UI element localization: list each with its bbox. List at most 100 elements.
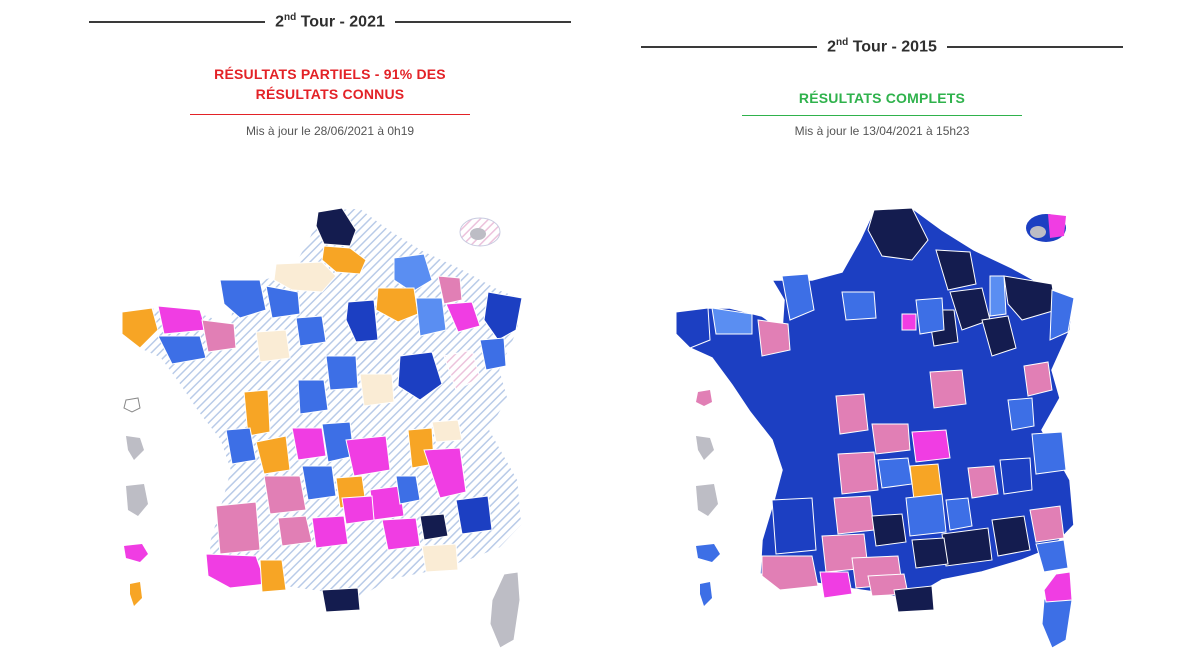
region-alsace bbox=[1049, 289, 1075, 341]
region-finistere bbox=[675, 307, 711, 349]
region-cher bbox=[911, 429, 951, 463]
tour-heading-2021: 2nd Tour - 2021 bbox=[60, 12, 600, 31]
region-correze bbox=[301, 465, 337, 501]
region-vaucluse bbox=[419, 513, 449, 541]
region-hautes-pyrenees bbox=[819, 571, 853, 599]
region-lot bbox=[871, 513, 907, 547]
region-ille-vilaine bbox=[201, 319, 237, 353]
region-var bbox=[1029, 505, 1065, 543]
updated-timestamp: Mis à jour le 13/04/2021 à 15h23 bbox=[794, 124, 970, 138]
status-line-2: RÉSULTATS CONNUS bbox=[255, 86, 405, 102]
inset-top-right-inner bbox=[1030, 226, 1046, 238]
region-vendee bbox=[225, 427, 257, 465]
overseas-martinique bbox=[126, 436, 144, 460]
overseas-martinique bbox=[696, 436, 714, 460]
region-gard bbox=[941, 527, 993, 567]
region-cote-dor bbox=[397, 351, 443, 401]
region-pyrenees-or bbox=[893, 585, 935, 613]
region-cotes-armor bbox=[711, 307, 753, 335]
tour-heading-2015: 2nd Tour - 2015 bbox=[612, 37, 1152, 56]
overseas-guadeloupe bbox=[123, 397, 141, 413]
region-pyrenees-atl bbox=[205, 553, 267, 589]
region-orne bbox=[841, 291, 877, 321]
overseas-mayotte bbox=[700, 582, 712, 606]
corsica-north bbox=[1043, 571, 1073, 603]
region-jura bbox=[1007, 397, 1035, 431]
region-finistere bbox=[121, 307, 159, 349]
heading-rule-left bbox=[641, 45, 818, 48]
corsica bbox=[489, 571, 521, 649]
region-vosges bbox=[479, 337, 507, 371]
region-cotes-armor bbox=[157, 305, 207, 335]
results-status: RÉSULTATS PARTIELS - 91% DES RÉSULTATS C… bbox=[60, 64, 600, 104]
region-aube bbox=[415, 297, 447, 337]
region-moselle bbox=[437, 275, 463, 305]
overseas-reunion bbox=[696, 544, 720, 562]
panel-2015: 2nd Tour - 2015 RÉSULTATS COMPLETS Mis à… bbox=[612, 0, 1152, 669]
overseas-reunion bbox=[124, 544, 148, 562]
overseas-guyane bbox=[696, 484, 718, 516]
region-doubs bbox=[1023, 361, 1053, 397]
region-aisne bbox=[393, 253, 433, 293]
region-doubs bbox=[443, 349, 481, 391]
region-nievre bbox=[297, 379, 329, 415]
region-ardennes bbox=[375, 287, 419, 323]
tour-title: 2nd Tour - 2021 bbox=[275, 12, 385, 31]
tour-title: 2nd Tour - 2015 bbox=[827, 37, 937, 56]
panel-2021: 2nd Tour - 2021 RÉSULTATS PARTIELS - 91%… bbox=[60, 0, 600, 669]
region-dordogne bbox=[833, 495, 875, 535]
overseas-guadeloupe bbox=[696, 390, 712, 406]
region-ardeche bbox=[945, 497, 973, 531]
region-ille-vilaine bbox=[757, 319, 791, 357]
overseas-guyane bbox=[126, 484, 148, 516]
region-calvados bbox=[265, 285, 301, 319]
region-meuse bbox=[981, 315, 1017, 357]
region-eure bbox=[219, 279, 267, 319]
inset-top-right-inner bbox=[470, 228, 486, 240]
region-savoie bbox=[431, 419, 463, 443]
region-landes bbox=[215, 501, 261, 555]
region-vienne bbox=[835, 393, 869, 435]
heading-rule-left bbox=[89, 20, 266, 23]
region-dordogne bbox=[277, 515, 313, 547]
results-status: RÉSULTATS COMPLETS bbox=[612, 88, 1152, 108]
region-loiret bbox=[325, 355, 359, 391]
region-manche bbox=[781, 273, 815, 321]
region-marne bbox=[345, 299, 379, 343]
overseas-mayotte bbox=[130, 582, 142, 606]
region-alpes-maritimes bbox=[1035, 539, 1069, 573]
updated-timestamp: Mis à jour le 28/06/2021 à 0h19 bbox=[245, 124, 415, 138]
region-charente bbox=[263, 475, 307, 515]
region-indre bbox=[291, 427, 327, 461]
heading-rule-right bbox=[946, 45, 1123, 48]
region-somme bbox=[273, 261, 337, 293]
region-gard bbox=[381, 517, 421, 551]
region-pyrenees-atl bbox=[761, 555, 819, 591]
region-vienne bbox=[255, 435, 291, 475]
region-pyrenees-or bbox=[321, 587, 361, 613]
region-charente bbox=[837, 451, 879, 495]
region-herault bbox=[911, 537, 949, 569]
status-underline bbox=[190, 114, 470, 115]
region-seine-marne bbox=[915, 297, 945, 335]
region-landes bbox=[771, 497, 817, 555]
region-paris bbox=[901, 313, 917, 331]
region-nord bbox=[315, 207, 357, 247]
region-bouches bbox=[991, 515, 1031, 557]
region-haute-savoie bbox=[423, 447, 467, 499]
status-underline bbox=[742, 115, 1022, 116]
region-alpes-maritimes bbox=[455, 495, 493, 535]
region-pas-de-calais bbox=[321, 245, 367, 275]
region-isere bbox=[395, 475, 421, 505]
region-alsace bbox=[483, 291, 523, 341]
region-loire bbox=[967, 465, 999, 499]
region-saone-loire bbox=[345, 435, 391, 477]
inset-top-right-accent bbox=[1048, 214, 1066, 238]
region-haute-vienne bbox=[877, 457, 913, 489]
region-sarthe bbox=[295, 315, 327, 347]
region-cher bbox=[359, 373, 395, 407]
region-bas-rhin bbox=[445, 301, 481, 333]
region-lot bbox=[311, 515, 349, 549]
region-savoie bbox=[1031, 431, 1067, 475]
region-aveyron bbox=[341, 495, 375, 525]
